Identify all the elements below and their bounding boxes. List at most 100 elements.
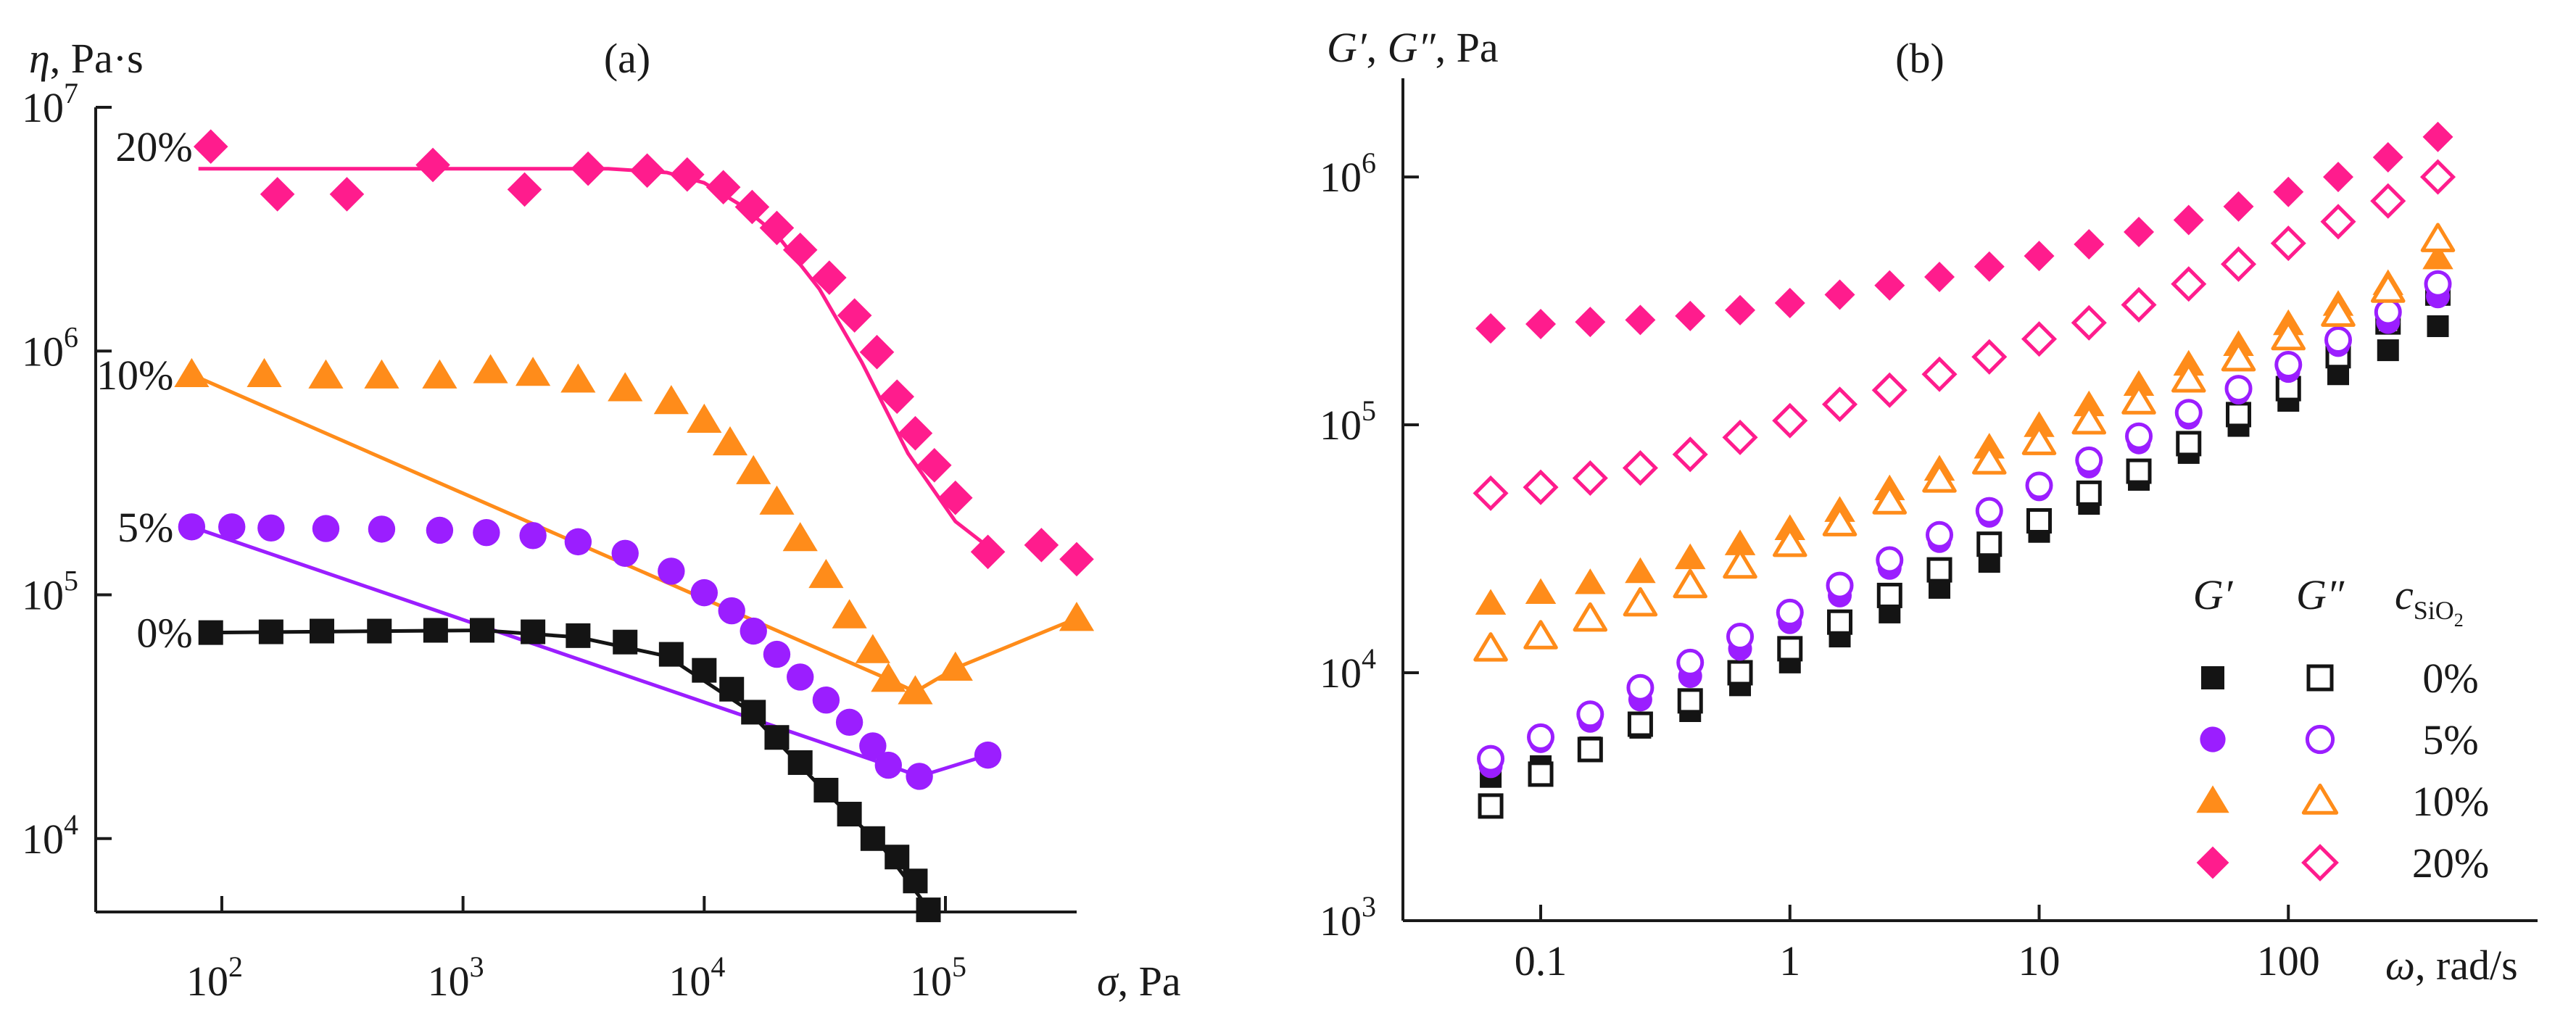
data-point-20% bbox=[705, 170, 741, 205]
panel-a-y-tick-label: 105 bbox=[22, 565, 78, 619]
data-point-0% bbox=[613, 629, 638, 655]
series-label-0%: 0% bbox=[136, 610, 192, 657]
legend-marker-filled-10% bbox=[2196, 785, 2229, 813]
data-point-G″ 10% bbox=[2171, 363, 2206, 393]
panel-a: (a) η, Pa·s σ, Pa 102 103 104 1051041051061… bbox=[22, 35, 1181, 1005]
panel-b-y-tick-label-base: 10 bbox=[1320, 154, 1362, 201]
data-point-5% bbox=[690, 578, 718, 607]
data-point-G″ 10% bbox=[1773, 527, 1807, 557]
data-point-G′ 20% bbox=[1525, 309, 1557, 340]
legend-marker-open-10% bbox=[2301, 783, 2339, 815]
data-point-0% bbox=[860, 826, 885, 851]
data-point-G″ 0% bbox=[1478, 793, 1504, 819]
panel-b-x-tick-label: 1 bbox=[1779, 937, 1800, 984]
data-point-10% bbox=[782, 522, 818, 552]
data-point-10% bbox=[422, 359, 457, 389]
panel-a-y-axis-title: η, Pa·s bbox=[29, 35, 144, 82]
data-point-G″ 10% bbox=[2271, 320, 2306, 351]
panel-a-y-tick-label-exponent: 4 bbox=[64, 808, 78, 841]
data-point-G″ 20% bbox=[1871, 372, 1908, 408]
data-point-20% bbox=[916, 448, 952, 483]
data-point-20% bbox=[759, 210, 795, 246]
data-point-G′ 20% bbox=[2173, 204, 2204, 236]
data-point-10% bbox=[687, 403, 722, 433]
data-point-G″ 20% bbox=[1971, 339, 2008, 375]
data-point-G′ 10% bbox=[2123, 370, 2155, 397]
data-point-G′ 20% bbox=[2273, 176, 2304, 207]
data-point-G″ 10% bbox=[2071, 405, 2107, 435]
x-axis-unit: , Pa bbox=[1118, 958, 1181, 1005]
data-point-10% bbox=[364, 359, 399, 389]
data-point-G″ 20% bbox=[2270, 225, 2306, 262]
data-point-5% bbox=[519, 522, 547, 549]
data-point-G′ 10% bbox=[1575, 568, 1606, 594]
data-point-20% bbox=[329, 177, 365, 212]
data-point-G″ 10% bbox=[1723, 549, 1757, 579]
data-point-G′ 0% bbox=[2377, 339, 2399, 362]
data-point-G′ 20% bbox=[2024, 241, 2055, 272]
panel-a-y-tick-label-exponent: 7 bbox=[64, 77, 78, 109]
data-point-20% bbox=[507, 172, 542, 207]
data-point-20% bbox=[898, 415, 933, 451]
panel-a-x-tick-label-base: 10 bbox=[910, 958, 952, 1005]
data-point-10% bbox=[608, 372, 643, 402]
data-point-10% bbox=[759, 485, 795, 515]
data-point-G″ 10% bbox=[2221, 341, 2256, 372]
data-point-0% bbox=[719, 676, 745, 702]
data-point-10% bbox=[308, 359, 344, 389]
panel-b-y-tick-label: 103 bbox=[1320, 890, 1376, 945]
data-point-20% bbox=[629, 153, 665, 188]
data-point-5% bbox=[178, 513, 206, 541]
data-point-0% bbox=[837, 802, 862, 827]
data-point-G″ 5% bbox=[1726, 623, 1755, 651]
data-point-0% bbox=[469, 618, 494, 643]
data-point-0% bbox=[787, 750, 813, 775]
panel-a-x-tick-label-exponent: 4 bbox=[711, 950, 725, 983]
data-point-G″ 5% bbox=[1576, 700, 1604, 729]
data-point-G″ 5% bbox=[1876, 546, 1904, 574]
data-point-G″ 10% bbox=[1972, 445, 2007, 475]
data-point-G′ 20% bbox=[1924, 262, 1955, 293]
data-point-20% bbox=[260, 177, 295, 212]
panel-a-x-tick-label-base: 10 bbox=[186, 958, 228, 1005]
data-point-0% bbox=[813, 777, 839, 802]
data-point-10% bbox=[898, 675, 933, 705]
y-axis-unit: , Pa·s bbox=[50, 35, 144, 82]
data-point-0% bbox=[258, 619, 283, 644]
data-point-0% bbox=[367, 618, 392, 644]
panel-a-y-tick-label: 106 bbox=[22, 320, 78, 375]
data-point-5% bbox=[611, 539, 639, 567]
data-point-G″ 0% bbox=[1677, 688, 1703, 714]
data-point-G′ 10% bbox=[2422, 243, 2453, 270]
panel-a-x-tick-label-exponent: 5 bbox=[952, 950, 966, 983]
panel-b-x-tick-label: 0.1 bbox=[1515, 937, 1567, 984]
data-point-G″ 5% bbox=[1676, 648, 1705, 676]
data-point-10% bbox=[174, 357, 210, 388]
panel-a-x-tick-label: 105 bbox=[910, 950, 966, 1005]
data-point-G″ 0% bbox=[1876, 582, 1902, 608]
data-point-G″ 5% bbox=[1926, 520, 1954, 549]
data-point-G″ 20% bbox=[2171, 266, 2207, 302]
panel-a-data: 20% 10% 5% 0% bbox=[96, 123, 1095, 923]
data-point-20% bbox=[782, 232, 818, 267]
data-point-G″ 20% bbox=[2370, 183, 2406, 219]
panel-b: (b) G′, G″, Pa ω, rad/s 0.1 1 10 1001031041… bbox=[1320, 24, 2538, 989]
g-prime-symbol: G′ bbox=[1327, 24, 1367, 71]
data-point-G′ 20% bbox=[2323, 162, 2354, 193]
data-point-5% bbox=[974, 741, 1002, 769]
data-point-G′ 10% bbox=[1525, 578, 1557, 605]
series-label-20%: 20% bbox=[115, 123, 192, 170]
panel-a-x-tick-label: 104 bbox=[668, 950, 725, 1005]
y-axis-unit: , Pa bbox=[1436, 24, 1499, 71]
data-point-G′ 10% bbox=[2074, 390, 2105, 417]
data-point-5% bbox=[835, 708, 864, 737]
series-line-0% bbox=[210, 629, 924, 901]
panel-a-y-tick-label-exponent: 6 bbox=[64, 320, 78, 353]
data-point-G″ 10% bbox=[2420, 223, 2456, 252]
legend-label-5%: 5% bbox=[2422, 716, 2478, 763]
data-point-G″ 20% bbox=[1523, 469, 1559, 505]
panel-a-y-tick-label-exponent: 5 bbox=[64, 565, 78, 597]
data-point-5% bbox=[859, 732, 887, 760]
panel-a-y-tick-label: 107 bbox=[22, 77, 78, 131]
